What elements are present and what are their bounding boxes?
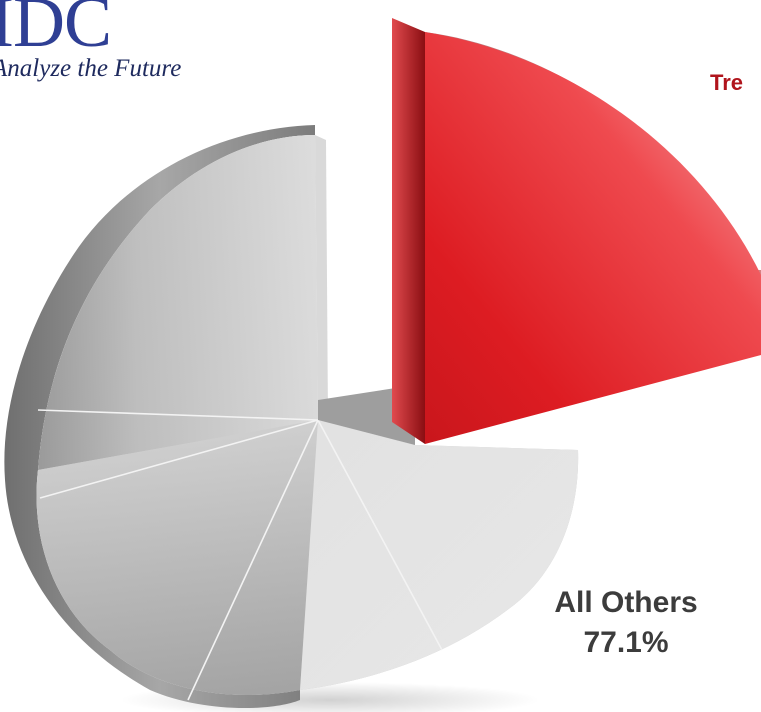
logo-tagline: Analyze the Future (0, 55, 182, 82)
slice-label-highlight: Tre (710, 70, 743, 95)
pie-cut-wall (315, 135, 328, 420)
pie-segment-left (38, 135, 318, 470)
slice-value-others: 77.1% (583, 626, 668, 659)
pie-dividers (37, 409, 443, 701)
pie-slice-others-rim (4, 125, 316, 709)
pie-slice-highlight-side (392, 18, 425, 444)
pie-slice-highlight (425, 32, 761, 444)
logo-mark: IDC (0, 0, 112, 62)
idc-logo: IDC Analyze the Future (0, 0, 181, 86)
pie-segment-bottom-right (300, 420, 579, 690)
pie-segment-bottom-left (36, 420, 318, 696)
pie-cut-floor (318, 385, 415, 445)
slice-label-others: All Others (554, 586, 697, 619)
